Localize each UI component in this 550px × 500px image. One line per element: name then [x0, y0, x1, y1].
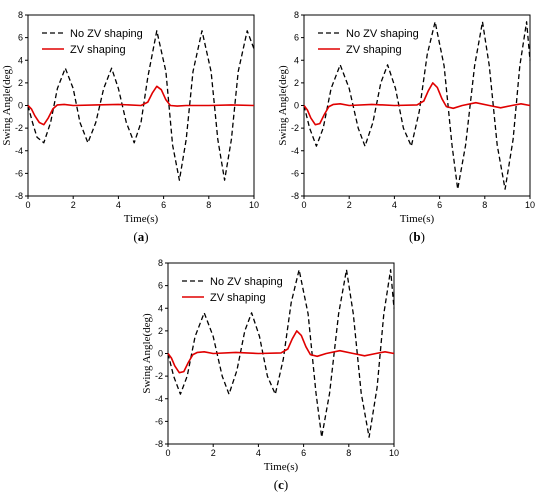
y-tick-label: 2 — [18, 78, 23, 88]
legend-label: No ZV shaping — [210, 276, 283, 288]
series-line-no-zv-shaping — [303, 21, 531, 190]
y-tick-label: -6 — [291, 168, 299, 178]
y-tick-label: -8 — [155, 439, 163, 449]
y-tick-label: 8 — [294, 10, 299, 20]
caption-letter: c — [278, 477, 284, 492]
panel-caption: (c) — [274, 477, 288, 492]
x-tick-label: 10 — [389, 448, 399, 458]
x-tick-label: 0 — [25, 200, 30, 210]
chart-panel-c: 0 2 4 6 8 10 -8 -6 -4 -2 0 2 4 6 8 Time(s) Swing Angle(d… — [141, 258, 399, 492]
x-tick-label: 2 — [211, 448, 216, 458]
y-tick-label: 0 — [294, 101, 299, 111]
x-tick-label: 2 — [71, 200, 76, 210]
y-tick-label: 6 — [158, 281, 163, 291]
panel-caption: (a) — [133, 229, 148, 244]
caption-letter: b — [413, 229, 420, 244]
y-tick-label: -8 — [15, 191, 23, 201]
series-line-zv-shaping — [27, 85, 255, 126]
legend-label: ZV shaping — [346, 44, 402, 56]
y-tick-label: -4 — [155, 394, 163, 404]
legend-label: ZV shaping — [70, 44, 126, 56]
legend-label: No ZV shaping — [346, 28, 419, 40]
x-tick-label: 8 — [206, 200, 211, 210]
y-tick-label: 6 — [18, 33, 23, 43]
y-axis-label: Swing Angle(deg) — [277, 65, 289, 146]
y-tick-label: -4 — [15, 146, 23, 156]
y-tick-label: -6 — [15, 168, 23, 178]
y-tick-label: 8 — [18, 10, 23, 20]
x-tick-label: 0 — [165, 448, 170, 458]
x-tick-label: 4 — [256, 448, 261, 458]
caption-open: ( — [274, 477, 278, 492]
y-tick-label: 4 — [158, 303, 163, 313]
caption-close: ) — [144, 229, 148, 244]
y-axis-label: Swing Angle(deg) — [1, 65, 13, 146]
x-tick-label: 6 — [437, 200, 442, 210]
y-tick-label: 4 — [294, 55, 299, 65]
y-tick-label: 8 — [158, 258, 163, 268]
series-line-zv-shaping — [167, 330, 395, 374]
x-tick-label: 2 — [347, 200, 352, 210]
y-tick-label: 0 — [18, 101, 23, 111]
y-tick-label: -6 — [155, 416, 163, 426]
x-axis-label: Time(s) — [124, 213, 159, 225]
y-tick-label: -4 — [291, 146, 299, 156]
y-tick-label: -2 — [15, 123, 23, 133]
x-axis-label: Time(s) — [264, 461, 299, 473]
chart-panel-b: 0 2 4 6 8 10 -8 -6 -4 -2 0 2 4 6 8 Time(s) Swing Angle(d… — [277, 10, 535, 244]
x-tick-label: 10 — [249, 200, 259, 210]
y-tick-label: 6 — [294, 33, 299, 43]
y-tick-label: 2 — [158, 326, 163, 336]
caption-close: ) — [421, 229, 425, 244]
y-tick-label: -8 — [291, 191, 299, 201]
y-tick-label: 0 — [158, 349, 163, 359]
x-tick-label: 8 — [482, 200, 487, 210]
series-line-zv-shaping — [303, 82, 531, 126]
caption-letter: a — [138, 229, 145, 244]
caption-open: ( — [133, 229, 137, 244]
legend-label: ZV shaping — [210, 292, 266, 304]
x-tick-label: 10 — [525, 200, 535, 210]
y-axis-label: Swing Angle(deg) — [141, 313, 153, 394]
x-tick-label: 4 — [116, 200, 121, 210]
caption-open: ( — [409, 229, 413, 244]
y-tick-label: 2 — [294, 78, 299, 88]
legend-label: No ZV shaping — [70, 28, 143, 40]
x-tick-label: 8 — [346, 448, 351, 458]
y-tick-label: -2 — [155, 371, 163, 381]
series-line-no-zv-shaping — [167, 269, 395, 438]
y-tick-label: 4 — [18, 55, 23, 65]
caption-close: ) — [284, 477, 288, 492]
y-tick-label: -2 — [291, 123, 299, 133]
x-tick-label: 6 — [161, 200, 166, 210]
x-tick-label: 0 — [301, 200, 306, 210]
x-tick-label: 6 — [301, 448, 306, 458]
x-axis-label: Time(s) — [400, 213, 435, 225]
chart-panel-a: 0 2 4 6 8 10 -8 -6 -4 -2 0 2 4 6 8 Time(s) Swing Angle(d… — [1, 10, 259, 244]
x-tick-label: 4 — [392, 200, 397, 210]
panel-caption: (b) — [409, 229, 425, 244]
